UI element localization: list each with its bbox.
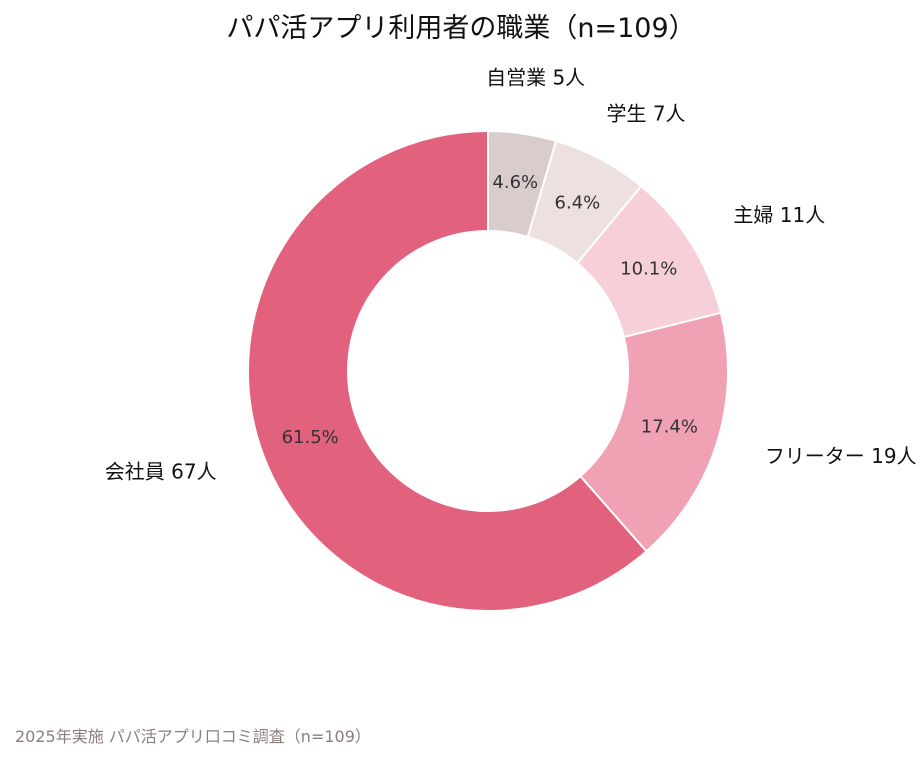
slice-4 xyxy=(578,311,729,553)
category-label-3: 主婦 11人 xyxy=(733,203,825,227)
footnote: 2025年実施 パパ活アプリ口コミ調査（n=109） xyxy=(15,727,371,746)
percent-labels: 4.6% 6.4% 10.1% 17.4% 61.5% xyxy=(282,172,698,448)
category-label-4: フリーター 19人 xyxy=(765,444,917,468)
percent-label-4: 17.4% xyxy=(641,417,698,438)
percent-label-1: 4.6% xyxy=(492,172,538,193)
percent-label-3: 10.1% xyxy=(620,259,677,280)
percent-label-5: 61.5% xyxy=(282,427,339,448)
category-label-5: 会社員 67人 xyxy=(105,460,217,484)
percent-label-2: 6.4% xyxy=(555,192,601,213)
donut-slices xyxy=(247,129,729,612)
chart-title: パパ活アプリ利用者の職業（n=109） xyxy=(226,13,695,44)
category-label-1: 自営業 5人 xyxy=(486,66,585,90)
slice-5 xyxy=(247,129,648,612)
category-label-2: 学生 7人 xyxy=(606,102,685,126)
